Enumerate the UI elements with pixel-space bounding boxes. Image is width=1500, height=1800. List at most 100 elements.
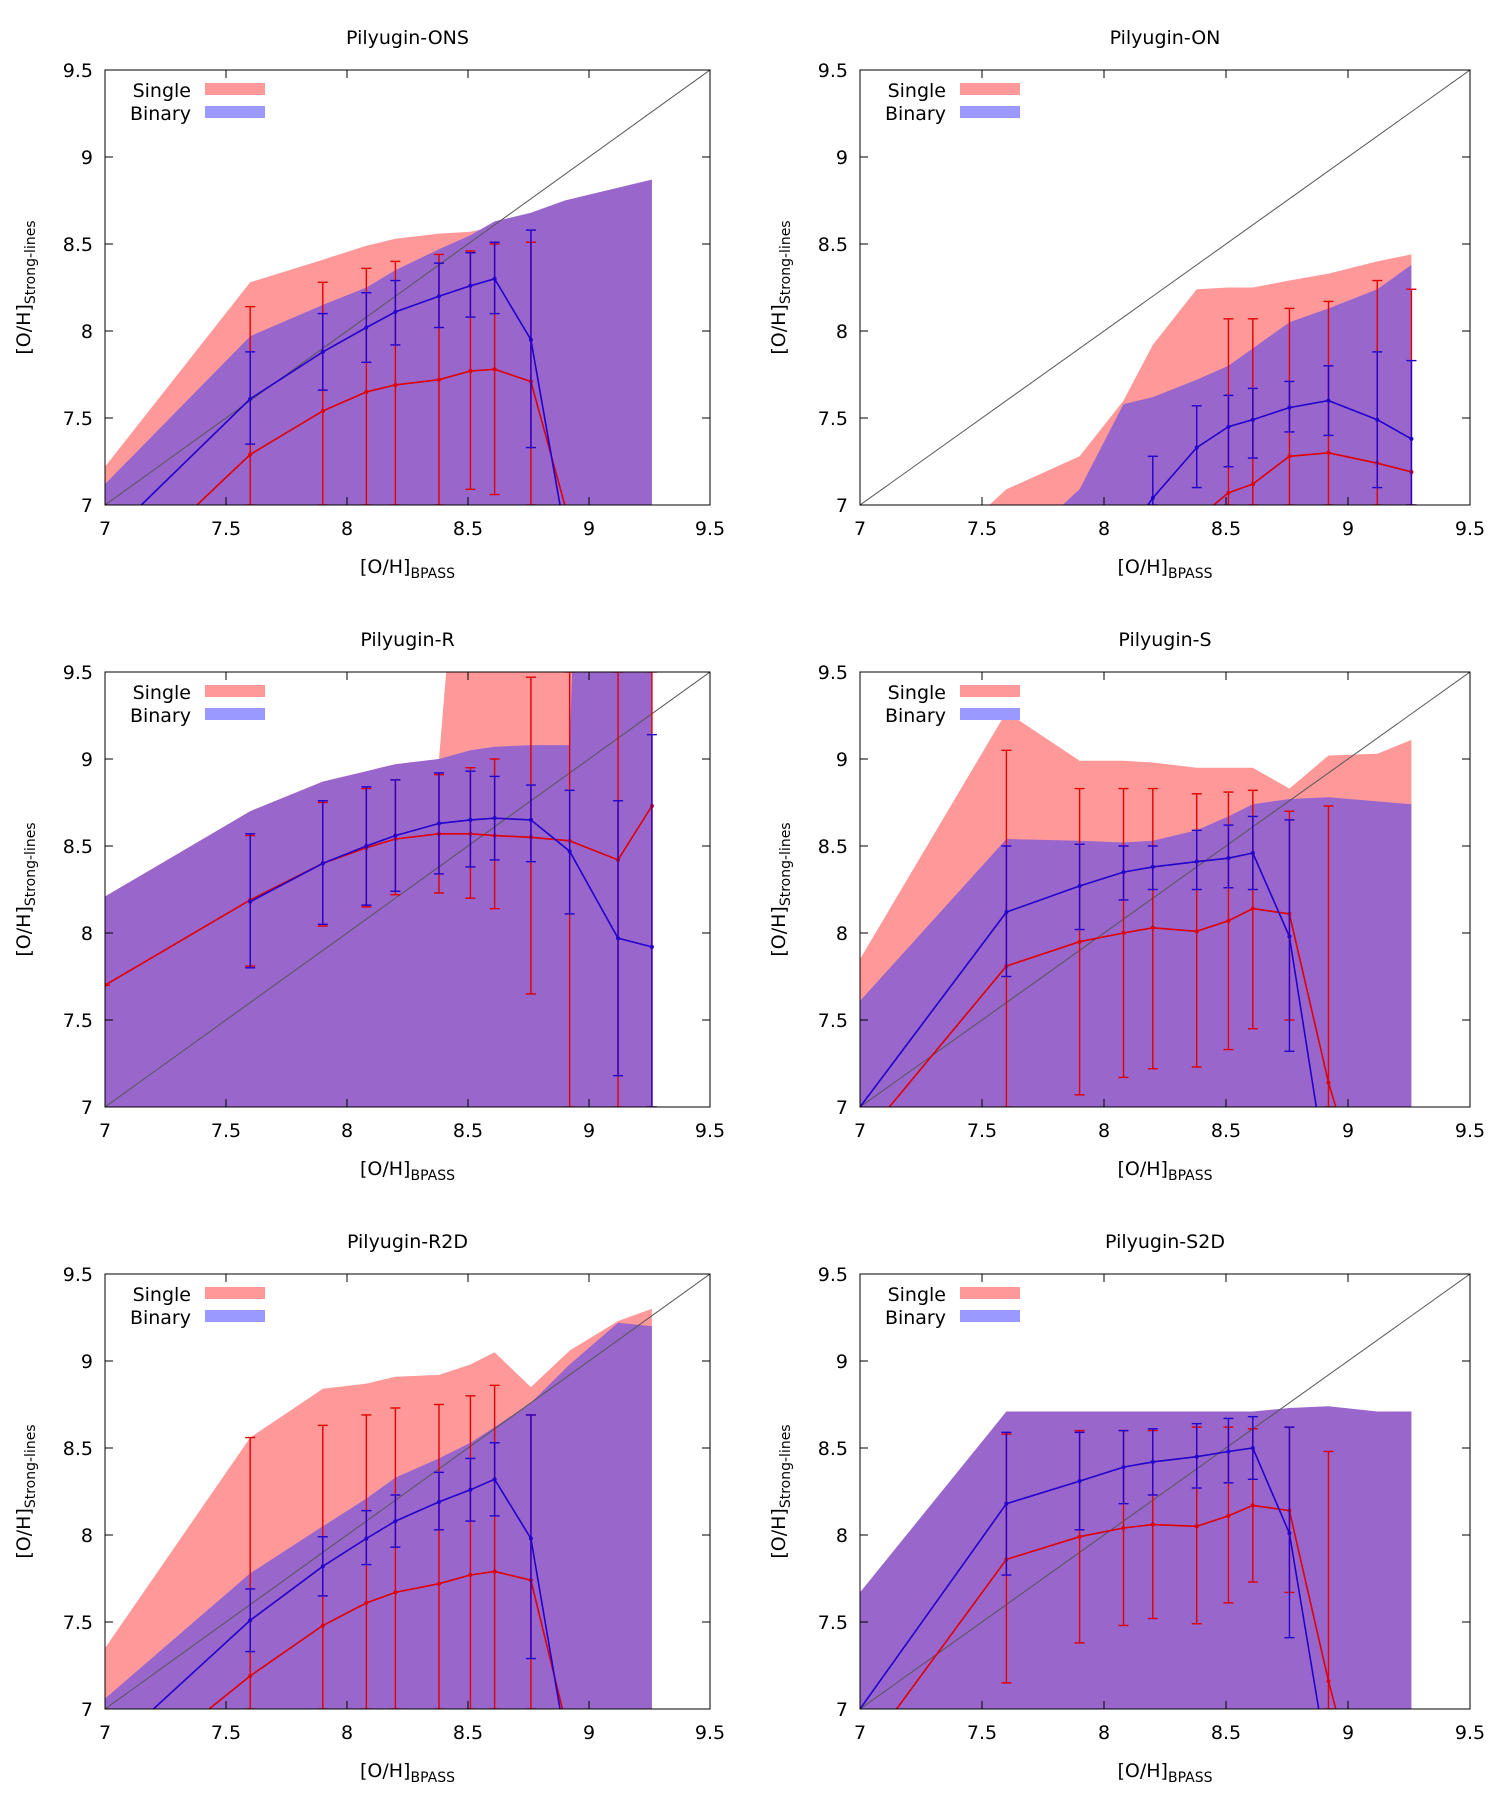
- x-tick-label: 8: [341, 1120, 353, 1142]
- y-tick-label: 7.5: [63, 408, 93, 430]
- legend-binary-label: Binary: [885, 705, 946, 727]
- binary-series-point: [1077, 884, 1082, 889]
- chart-title: Pilyugin-S: [1118, 629, 1211, 651]
- binary-series-point: [364, 1536, 369, 1541]
- y-axis-label: [O/H]Strong-lines: [13, 220, 39, 354]
- y-tick-label: 8: [81, 321, 93, 343]
- legend-single-swatch: [960, 1287, 1020, 1299]
- y-tick-label: 7.5: [818, 408, 848, 430]
- plot-frame: [104, 69, 711, 506]
- binary-series-point: [1121, 870, 1126, 875]
- single-series-point: [436, 1581, 441, 1586]
- y-tick-label: 9: [836, 1351, 848, 1373]
- one-to-one-line: [105, 70, 710, 505]
- x-tick-label: 8: [341, 518, 353, 540]
- x-axis-label: [O/H]BPASS: [1118, 1158, 1213, 1184]
- legend-binary-label: Binary: [885, 1307, 946, 1329]
- one-to-one-line: [860, 672, 1470, 1107]
- y-axis-label-main: [O/H]: [13, 1508, 35, 1558]
- x-tick-label: 8.5: [453, 518, 483, 540]
- binary-series-point: [1226, 856, 1231, 861]
- legend-binary-swatch: [205, 1310, 265, 1322]
- chart-panel-5: 7 7.5 8 8.5 9 9.5 7 7.5 8 8.5 9 9.5 Pilyugin-R2D [O/H…: [13, 1231, 725, 1786]
- y-tick-label: 7: [836, 495, 848, 517]
- chart-title: Pilyugin-S2D: [1105, 1231, 1225, 1253]
- x-axis-label: [O/H]BPASS: [360, 1158, 455, 1184]
- y-tick-label: 7: [836, 1097, 848, 1119]
- legend-single-label: Single: [133, 682, 191, 704]
- legend-binary-swatch: [960, 1310, 1020, 1322]
- y-tick-label: 7.5: [63, 1612, 93, 1634]
- single-series-point: [1121, 1526, 1126, 1531]
- y-tick-label: 7: [81, 1097, 93, 1119]
- x-tick-label: 7.5: [211, 1120, 241, 1142]
- binary-series-point: [1150, 496, 1155, 501]
- y-axis-label-sub: Strong-lines: [23, 1424, 39, 1508]
- binary-series-point: [567, 849, 572, 854]
- binary-series-point: [528, 1536, 533, 1541]
- single-series-point: [1121, 931, 1126, 935]
- y-tick-label: 9.5: [818, 1264, 848, 1286]
- x-axis-label-main: [O/H]: [360, 1158, 410, 1180]
- single-series-point: [1250, 482, 1255, 487]
- y-tick-label: 9.5: [818, 662, 848, 684]
- x-axis-label-main: [O/H]: [360, 1760, 410, 1782]
- x-tick-label: 7.5: [967, 518, 997, 540]
- single-series-point: [1226, 490, 1231, 495]
- single-series-point: [468, 1573, 473, 1578]
- single-series-point: [364, 1600, 369, 1605]
- x-axis-label-sub: BPASS: [410, 566, 455, 582]
- x-tick-label: 7: [99, 1722, 111, 1744]
- binary-series-point: [1287, 934, 1292, 939]
- y-tick-label: 9.5: [818, 60, 848, 82]
- plot-area: [860, 70, 1470, 505]
- y-tick-label: 8.5: [818, 234, 848, 256]
- y-tick-label: 9.5: [63, 60, 93, 82]
- binary-series-point: [528, 337, 533, 342]
- binary-series-point: [492, 276, 497, 281]
- x-axis-label-main: [O/H]: [1118, 1760, 1168, 1782]
- y-tick-label: 7.5: [818, 1010, 848, 1032]
- x-axis-label: [O/H]BPASS: [360, 556, 455, 582]
- plot-area: [105, 1274, 710, 1709]
- x-axis-label-sub: BPASS: [410, 1770, 455, 1786]
- plot-area: [105, 70, 710, 505]
- single-series-line: [196, 368, 566, 505]
- single-series-point: [1250, 1503, 1255, 1508]
- binary-series-point: [1004, 1501, 1009, 1506]
- y-tick-label: 8: [836, 1525, 848, 1547]
- x-tick-label: 8.5: [453, 1120, 483, 1142]
- one-to-one-line: [105, 672, 710, 1107]
- chart-title: Pilyugin-R2D: [347, 1231, 468, 1253]
- legend-binary-label: Binary: [885, 103, 946, 125]
- legend-single-label: Single: [888, 80, 946, 102]
- legend-binary-label: Binary: [130, 705, 191, 727]
- x-tick-label: 9: [1342, 1722, 1354, 1744]
- binary-series-point: [616, 936, 621, 941]
- y-axis-label-sub: Strong-lines: [778, 822, 794, 906]
- chart-title: Pilyugin-ON: [1110, 27, 1221, 49]
- single-series-point: [468, 369, 473, 374]
- x-tick-label: 7: [99, 1120, 111, 1142]
- x-tick-label: 7.5: [967, 1722, 997, 1744]
- x-tick-label: 8: [341, 1722, 353, 1744]
- plot-frame: [104, 1273, 711, 1710]
- y-tick-label: 8.5: [818, 836, 848, 858]
- single-series-line: [208, 1570, 564, 1709]
- binary-series-point: [320, 861, 325, 866]
- binary-series-point: [468, 1487, 473, 1492]
- chart-panel-4: 7 7.5 8 8.5 9 9.577.588.599.5Pilyugin-S[O/H]B…: [768, 629, 1485, 1184]
- x-axis-label-main: [O/H]: [1118, 556, 1168, 578]
- single-series-point: [393, 382, 398, 387]
- x-tick-label: 7.5: [967, 1120, 997, 1142]
- x-axis-label-main: [O/H]: [360, 556, 410, 578]
- binary-series-point: [468, 283, 473, 288]
- y-tick-label: 8: [836, 321, 848, 343]
- legend-single-label: Single: [888, 682, 946, 704]
- y-axis-label-main: [O/H]: [13, 906, 35, 956]
- y-axis-label: [O/H]Strong-lines: [768, 220, 794, 354]
- x-axis-label-sub: BPASS: [1168, 566, 1213, 582]
- y-axis-label-sub: Strong-lines: [23, 220, 39, 304]
